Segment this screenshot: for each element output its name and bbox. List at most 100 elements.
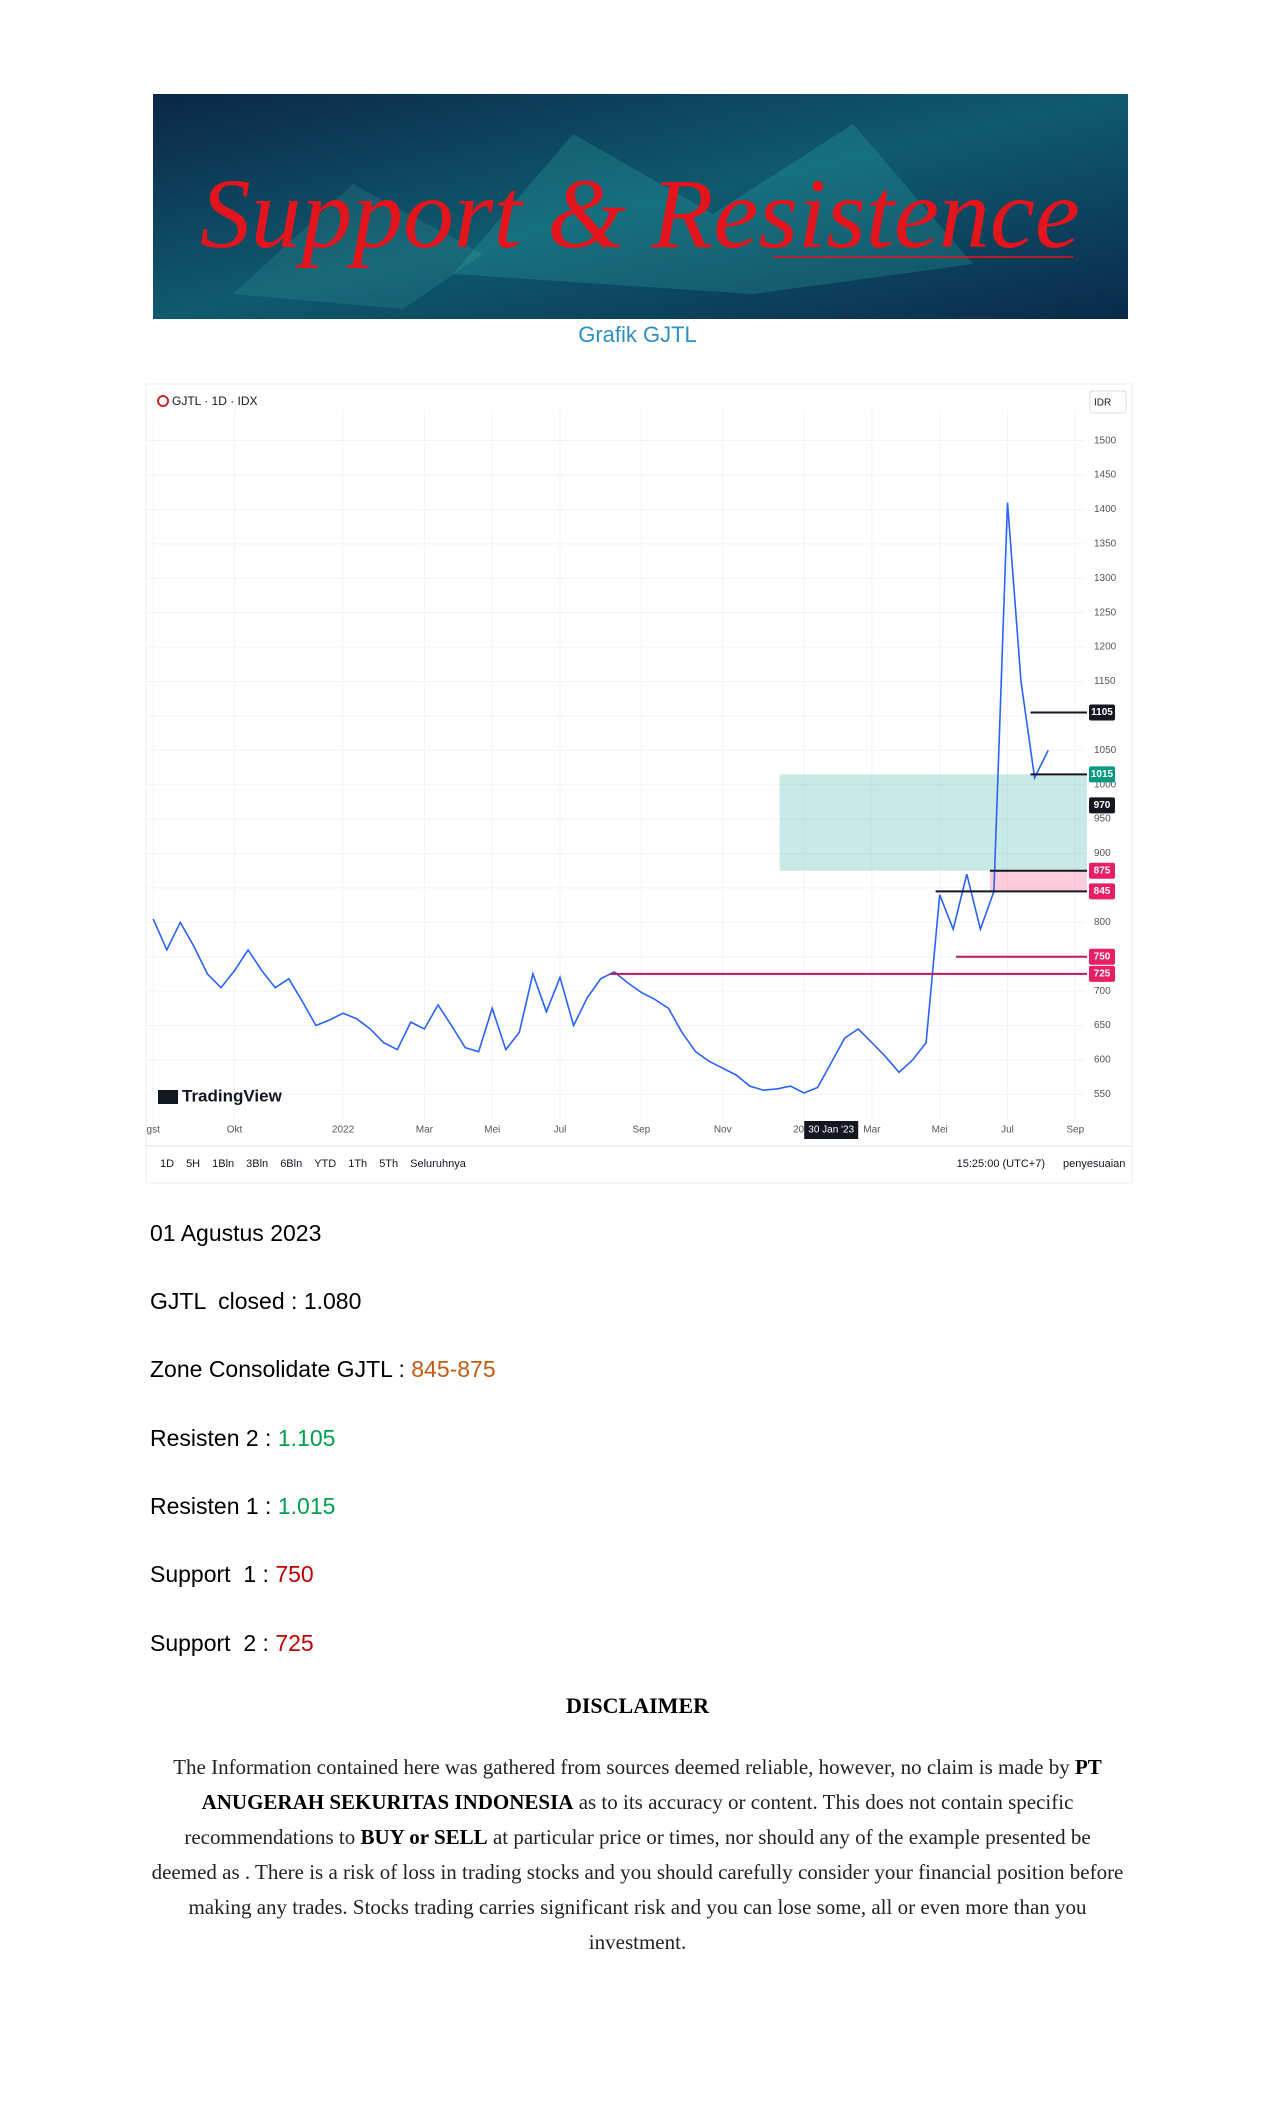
report-row: GJTL closed : 1.080 [150,1288,361,1315]
report-row: Resisten 1 : 1.015 [150,1493,335,1520]
report-date: 01 Agustus 2023 [150,1220,322,1246]
logo-icon [158,1090,178,1104]
y-tick-label: 650 [1094,1020,1111,1031]
row-value: 750 [275,1561,314,1588]
disclaimer-part: The Information contained here was gathe… [173,1755,1075,1779]
y-tick-label: 1050 [1094,745,1117,756]
row-label: Zone Consolidate GJTL : [150,1356,412,1383]
currency: IDR [1094,398,1111,409]
level-label-box [1089,862,1115,879]
x-tick-label: gst [147,1125,161,1136]
disclaimer-part: BUY or SELL [360,1825,488,1849]
x-tick-label: Jul [554,1125,567,1136]
report-row: Support 2 : 725 [150,1630,314,1657]
row-label: Resisten 2 : [150,1424,278,1451]
y-tick-label: 1250 [1094,607,1117,618]
row-value: 1.080 [303,1288,362,1314]
y-tick-label: 800 [1094,917,1111,928]
currency-box [1089,390,1127,414]
level-label: 1105 [1091,707,1113,718]
range-button[interactable]: 6Bln [280,1158,302,1170]
range-button[interactable]: YTD [314,1158,336,1170]
y-tick-label: 700 [1094,986,1111,997]
x-tick-label: Nov [714,1125,732,1136]
zone-box [779,774,1087,871]
chart-caption: Grafik GJTL [578,322,697,347]
range-button[interactable]: 1D [160,1158,174,1170]
y-tick-label: 1400 [1094,504,1117,515]
disclaimer-text: The Information contained here was gathe… [150,1750,1125,1960]
x-tick-label: Mei [932,1125,948,1136]
y-tick-label: 600 [1094,1055,1111,1066]
level-label: 725 [1094,969,1111,980]
y-tick-label: 1500 [1094,435,1117,446]
y-tick-label: 950 [1094,814,1111,825]
banner-decoration [453,124,973,294]
disclaimer-part: as to its accuracy or content. This does… [184,1790,1074,1849]
level-label-box [1089,797,1115,814]
disclaimer-title: DISCLAIMER [565,1693,710,1718]
banner: Support & Resistence [153,94,1128,319]
row-label: Support 1 : [150,1561,276,1588]
x-tick-label: Mar [863,1125,881,1136]
x-tick-label: Mar [416,1125,434,1136]
symbol-icon [157,395,169,407]
adjust-button[interactable]: penyesuaian [1063,1158,1125,1170]
range-button[interactable]: 1Th [348,1158,367,1170]
range-button[interactable]: 5Th [379,1158,398,1170]
x-tick-label: Mei [484,1125,500,1136]
banner-title: Support & Resistence [200,158,1080,269]
y-tick-label: 1200 [1094,642,1117,653]
level-label-box [1089,965,1115,982]
row-value: 845-875 [411,1356,496,1383]
y-tick-label: 1350 [1094,539,1117,550]
level-label-box [1089,948,1115,965]
chart-frame [145,383,1133,1184]
report-row: Resisten 2 : 1.105 [150,1425,335,1452]
row-value: 725 [275,1629,314,1656]
zone-box [989,870,1087,892]
timestamp: 15:25:00 (UTC+7) [957,1158,1045,1170]
y-tick-label: 550 [1094,1089,1111,1100]
disclaimer-part: at particular price or times, nor should… [151,1825,1124,1954]
x-tick-label: 2022 [332,1125,355,1136]
level-label: 1015 [1091,769,1114,780]
x-tick-label: Sep [632,1125,650,1136]
chart-title: GJTL · 1D · IDX [172,394,258,408]
crosshair-label-box [804,1121,859,1139]
level-label-box [1089,766,1115,783]
row-label: GJTL closed : [150,1288,304,1314]
y-tick-label: 900 [1094,848,1111,859]
level-label: 845 [1094,886,1111,897]
x-tick-label: Okt [227,1125,243,1136]
disclaimer-part: PT ANUGERAH SEKURITAS INDONESIA [201,1755,1102,1814]
row-label: Support 2 : [150,1629,276,1656]
y-tick-label: 1450 [1094,470,1117,481]
banner-background [153,94,1128,319]
level-label: 875 [1094,865,1111,876]
banner-decoration [233,184,483,309]
level-label: 970 [1094,800,1111,811]
range-button[interactable]: 3Bln [246,1158,268,1170]
x-tick-label: 30 Jan '23 [808,1125,854,1136]
x-tick-label: Jul [1001,1125,1014,1136]
y-tick-label: 1150 [1094,676,1116,687]
y-tick-label: 1300 [1094,573,1117,584]
range-button[interactable]: Seluruhnya [410,1158,467,1170]
price-line [152,502,1049,1094]
level-label-box [1089,704,1115,721]
row-label: Resisten 1 : [150,1492,278,1519]
range-button[interactable]: 5H [186,1158,200,1170]
row-value: 1.105 [277,1424,336,1451]
x-tick-label: Sep [1066,1125,1084,1136]
chart: GJTL · 1D · IDXIDR5506006507007508008509… [145,383,1133,1184]
logo: TradingView [182,1086,283,1105]
y-tick-label: 1000 [1094,779,1117,790]
row-value: 1.015 [277,1492,336,1519]
level-label-box [1089,883,1115,900]
report-row: Support 1 : 750 [150,1561,314,1588]
range-button[interactable]: 1Bln [212,1158,234,1170]
level-label: 750 [1094,951,1111,962]
report-row: Zone Consolidate GJTL : 845-875 [150,1356,496,1383]
